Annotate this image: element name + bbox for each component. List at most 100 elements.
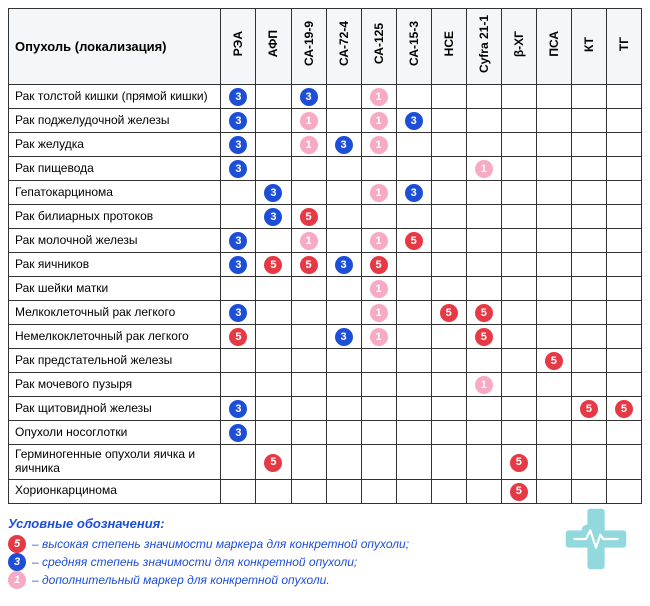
table-cell: 3 <box>326 133 361 157</box>
table-cell: 5 <box>256 445 291 480</box>
table-cell <box>221 445 256 480</box>
table-row: Рак поджелудочной железы3113 <box>9 109 642 133</box>
marker-low-icon: 1 <box>475 376 493 394</box>
table-row: Немелкоклеточный рак легкого5315 <box>9 325 642 349</box>
marker-medium-icon: 3 <box>229 88 247 106</box>
marker-high-icon: 5 <box>475 328 493 346</box>
table-cell: 5 <box>501 445 536 480</box>
table-cell <box>431 229 466 253</box>
table-cell <box>501 301 536 325</box>
table-cell <box>256 133 291 157</box>
table-cell: 5 <box>466 301 501 325</box>
table-cell <box>536 445 571 480</box>
table-cell <box>291 479 326 503</box>
marker-high-icon: 5 <box>440 304 458 322</box>
table-cell <box>466 109 501 133</box>
table-cell <box>396 157 431 181</box>
table-cell <box>431 253 466 277</box>
table-cell <box>396 301 431 325</box>
legend-text: – дополнительный маркер для конкретной о… <box>32 571 330 589</box>
table-cell <box>256 397 291 421</box>
table-cell <box>361 373 396 397</box>
marker-medium-icon: 3 <box>335 136 353 154</box>
table-row: Гепатокарцинома313 <box>9 181 642 205</box>
table-row: Опухоли носоглотки3 <box>9 421 642 445</box>
table-cell <box>501 133 536 157</box>
table-cell <box>326 349 361 373</box>
marker-medium-icon: 3 <box>229 112 247 130</box>
legend-title: Условные обозначения: <box>8 514 642 534</box>
marker-high-icon: 5 <box>300 256 318 274</box>
table-cell <box>431 479 466 503</box>
row-label: Рак щитовидной железы <box>9 397 221 421</box>
marker-medium-icon: 3 <box>229 160 247 178</box>
row-label: Рак молочной железы <box>9 229 221 253</box>
marker-medium-icon: 3 <box>229 136 247 154</box>
table-cell <box>326 301 361 325</box>
table-cell <box>326 421 361 445</box>
table-cell: 5 <box>291 253 326 277</box>
table-cell <box>361 445 396 480</box>
table-cell <box>606 277 641 301</box>
marker-high-icon: 5 <box>615 400 633 418</box>
row-label: Рак пищевода <box>9 157 221 181</box>
table-cell: 5 <box>221 325 256 349</box>
table-cell <box>466 397 501 421</box>
marker-low-icon: 1 <box>370 280 388 298</box>
table-cell <box>326 445 361 480</box>
marker-medium-icon: 3 <box>405 184 423 202</box>
table-cell: 1 <box>361 133 396 157</box>
table-cell <box>571 253 606 277</box>
table-cell <box>501 157 536 181</box>
table-cell <box>501 349 536 373</box>
table-cell <box>221 181 256 205</box>
row-label: Рак желудка <box>9 133 221 157</box>
marker-medium-icon: 3 <box>229 304 247 322</box>
table-cell <box>606 157 641 181</box>
marker-low-icon: 1 <box>370 112 388 130</box>
table-cell <box>431 109 466 133</box>
table-cell <box>221 277 256 301</box>
table-cell <box>606 229 641 253</box>
legend-text: – средняя степень значимости для конкрет… <box>32 553 357 571</box>
marker-low-icon: 1 <box>370 88 388 106</box>
table-cell <box>606 85 641 109</box>
column-header-label: β-ХГ <box>512 25 526 63</box>
table-cell <box>466 181 501 205</box>
table-cell <box>431 181 466 205</box>
marker-low-icon: 1 <box>8 571 26 589</box>
table-cell <box>466 133 501 157</box>
table-cell <box>291 421 326 445</box>
table-cell <box>396 325 431 349</box>
row-label: Герминогенные опухоли яичка и яичника <box>9 445 221 480</box>
table-cell: 3 <box>221 133 256 157</box>
marker-low-icon: 1 <box>475 160 493 178</box>
table-cell <box>431 133 466 157</box>
table-cell: 3 <box>256 181 291 205</box>
marker-high-icon: 5 <box>8 535 26 553</box>
marker-high-icon: 5 <box>264 454 282 472</box>
header-tumor: Опухоль (локализация) <box>9 9 221 85</box>
table-cell <box>221 205 256 229</box>
column-header-label: ТГ <box>617 31 631 57</box>
legend: Условные обозначения: 5– высокая степень… <box>8 514 642 590</box>
legend-item: 1 – дополнительный маркер для конкретной … <box>8 571 642 589</box>
table-row: Рак щитовидной железы355 <box>9 397 642 421</box>
table-cell <box>221 373 256 397</box>
table-row: Рак мочевого пузыря1 <box>9 373 642 397</box>
table-cell <box>536 397 571 421</box>
table-cell: 5 <box>361 253 396 277</box>
table-cell <box>606 205 641 229</box>
table-cell <box>501 397 536 421</box>
marker-medium-icon: 3 <box>335 328 353 346</box>
marker-high-icon: 5 <box>545 352 563 370</box>
table-cell <box>396 85 431 109</box>
table-cell <box>536 85 571 109</box>
table-cell <box>536 205 571 229</box>
table-cell <box>361 421 396 445</box>
marker-medium-icon: 3 <box>264 184 282 202</box>
table-cell <box>291 397 326 421</box>
table-cell: 3 <box>221 397 256 421</box>
marker-medium-icon: 3 <box>264 208 282 226</box>
table-cell <box>396 277 431 301</box>
